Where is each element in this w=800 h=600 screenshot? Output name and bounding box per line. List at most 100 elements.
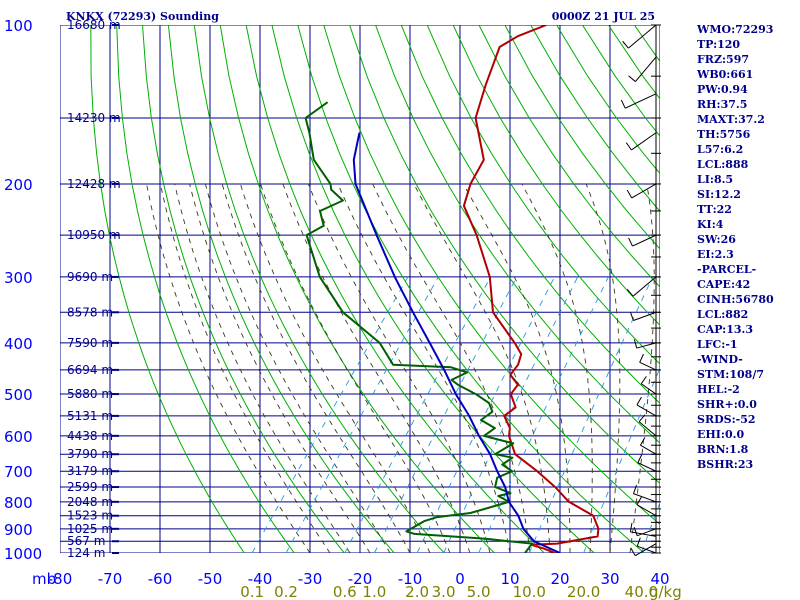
wind-barb [638, 421, 657, 437]
temperature-tick-label: -20 [348, 570, 373, 588]
mixing-ratio-line [344, 276, 491, 553]
moist-adiabat-line [629, 183, 655, 553]
stat-item: -WIND- [697, 353, 743, 366]
stat-item: CAP:13.3 [697, 323, 754, 336]
height-label: 8578 m [67, 305, 113, 319]
wind-barb-feather [637, 454, 643, 463]
wind-barb-feather [638, 414, 646, 423]
pressure-tick-label: 800 [4, 494, 33, 512]
stat-item: TT:22 [697, 203, 732, 216]
pressure-tick-label: 600 [4, 428, 33, 446]
wind-barb-feather [636, 396, 642, 406]
dry-adiabat-line [452, 25, 660, 327]
mixing-ratio-label: 0.1 [240, 583, 264, 600]
stat-item: TP:120 [697, 38, 741, 51]
temperature-tick-label: 40 [650, 570, 669, 588]
height-labels: 16680 m 14230 m 12428 m 10950 m 9690 m 8578 m… [67, 18, 121, 560]
wind-barb-feather [639, 353, 644, 363]
wind-barb [636, 342, 657, 349]
temperature-tick-label: -80 [48, 570, 73, 588]
wind-barb [631, 183, 657, 199]
dry-adiabat-line [142, 25, 345, 553]
stat-item: L57:6.2 [697, 143, 744, 156]
wind-barb-feather [629, 311, 634, 321]
stat-item: LFC:-1 [697, 338, 738, 351]
wind-barb-feather [633, 527, 638, 536]
temperature-tick-label: -50 [198, 570, 223, 588]
stat-item: EHI:0.0 [697, 428, 745, 441]
wind-barb [632, 276, 657, 297]
dry-adiabat-line [790, 25, 800, 553]
temperature-tick-label: 20 [550, 570, 569, 588]
height-label: 4438 m [67, 429, 113, 443]
wind-barb-feather [640, 376, 647, 385]
stat-item: WB0:661 [697, 68, 754, 81]
stat-item: WMO:72293 [697, 23, 774, 36]
wind-barb [636, 504, 657, 517]
wind-barb [640, 383, 657, 395]
temperature-axis: mb-80 -70 -60 -50 -40 -30 -20 -10 0 10 20 30 40 [32, 570, 670, 588]
wind-barb-feather [622, 40, 629, 49]
height-label: 2599 m [67, 480, 113, 494]
wind-barb-feather [620, 99, 626, 109]
wind-barb [639, 361, 657, 371]
wind-barb [633, 493, 657, 503]
wind-barb-feather [633, 339, 638, 349]
moist-adiabat-line [221, 183, 411, 553]
stat-item: CINH:56780 [697, 293, 774, 306]
height-label: 10950 m [67, 228, 121, 242]
mixing-ratio-label: 0.2 [274, 583, 298, 600]
dry-adiabat-line [478, 25, 660, 288]
moist-adiabat-line [463, 183, 571, 553]
wind-barb [633, 311, 657, 321]
mixing-ratio-label: 10.0 [513, 583, 546, 600]
pressure-tick-label: 500 [4, 386, 33, 404]
moist-adiabat-line [413, 183, 551, 553]
stat-item: CAPE:42 [697, 278, 751, 291]
pressure-tick-label: 400 [4, 335, 33, 353]
pressure-tick-label: 700 [4, 463, 33, 481]
wind-barb [628, 24, 657, 49]
wind-barb-feather [626, 189, 633, 199]
stat-item: HEL:-2 [697, 383, 740, 396]
mixing-ratio-line [251, 276, 409, 553]
stat-item: BRN:1.8 [697, 443, 749, 456]
wind-barb [632, 234, 657, 247]
stat-item: STM:108/7 [697, 368, 764, 381]
mixing-ratio-label: 5.0 [467, 583, 491, 600]
height-label: 124 m [67, 546, 105, 560]
stat-item: BSHR:23 [697, 458, 754, 471]
stat-item: MAXT:37.2 [697, 113, 765, 126]
moist-adiabat-line [260, 183, 451, 553]
temperature-tick-label: -40 [248, 570, 273, 588]
height-label: 9690 m [67, 270, 113, 284]
stat-item: KI:4 [697, 218, 724, 231]
mixing-ratio-label: 1.0 [362, 583, 386, 600]
dry-adiabat-line [400, 25, 660, 404]
wind-barbs [620, 24, 661, 557]
temperature-tick-label: -10 [398, 570, 423, 588]
pressure-axis: 100 200 300 400 500 600 700 800 900 1000 [4, 17, 42, 563]
stat-item: LCL:882 [697, 308, 749, 321]
stat-item: FRZ:597 [697, 53, 750, 66]
mixing-ratio-line [285, 276, 439, 553]
height-label: 12428 m [67, 177, 121, 191]
wind-barb-feather [626, 288, 634, 297]
dry-adiabat-line [375, 25, 660, 444]
wind-barb-feather [630, 547, 636, 556]
sounding-indices-panel: WMO:72293 TP:120 FRZ:597 WB0:661 PW:0.94 RH:3… [697, 22, 774, 472]
height-label: 1025 m [67, 522, 113, 536]
dry-adiabat-line [426, 25, 660, 365]
wind-barb-feather [629, 522, 633, 532]
stat-item: PW:0.94 [697, 83, 748, 96]
mixing-ratio-label: 40.0 [625, 583, 658, 600]
stat-item: SW:26 [697, 233, 736, 246]
dry-adiabat-line [90, 25, 245, 553]
moist-adiabat-line [521, 183, 593, 553]
dry-adiabat-line [323, 25, 660, 526]
temperature-tick-label: 10 [500, 570, 519, 588]
dry-adiabat-line [504, 25, 660, 250]
temperature-tick-label: -70 [98, 570, 123, 588]
moist-adiabat-line [204, 183, 391, 553]
wind-barb-feather [628, 237, 633, 247]
